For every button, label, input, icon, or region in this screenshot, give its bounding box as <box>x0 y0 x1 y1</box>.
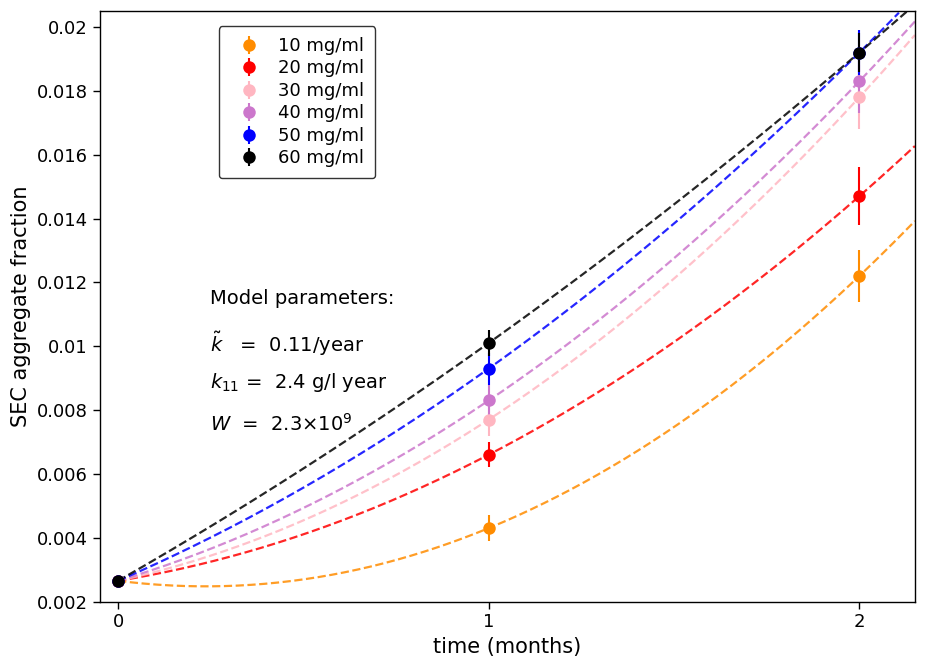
Text: $k_{11}$ =  2.4 g/l year: $k_{11}$ = 2.4 g/l year <box>209 371 387 394</box>
Legend: 10 mg/ml, 20 mg/ml, 30 mg/ml, 40 mg/ml, 50 mg/ml, 60 mg/ml: 10 mg/ml, 20 mg/ml, 30 mg/ml, 40 mg/ml, … <box>219 26 375 178</box>
Text: Model parameters:: Model parameters: <box>209 289 394 307</box>
X-axis label: time (months): time (months) <box>433 637 582 657</box>
Y-axis label: SEC aggregate fraction: SEC aggregate fraction <box>11 186 31 427</box>
Text: $\tilde{k}$   =  0.11/year: $\tilde{k}$ = 0.11/year <box>209 330 364 358</box>
Text: $W$  =  2.3$\times$10$^9$: $W$ = 2.3$\times$10$^9$ <box>209 413 352 434</box>
